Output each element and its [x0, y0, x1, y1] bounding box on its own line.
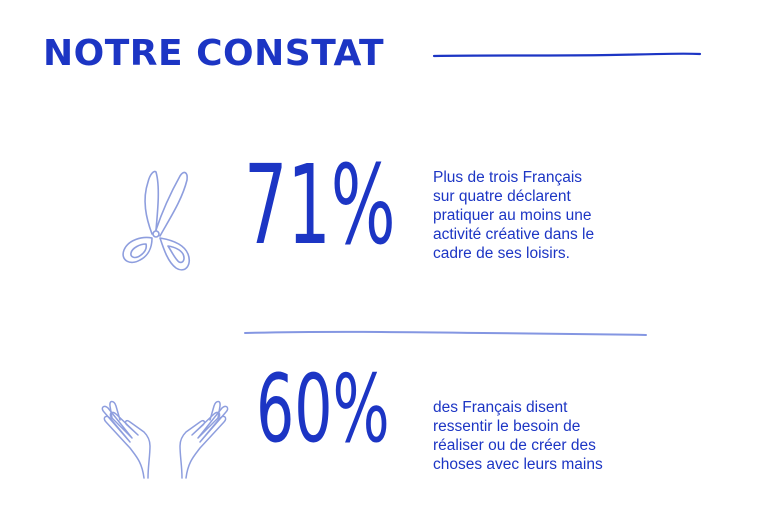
description-line: des Français disent — [433, 399, 568, 416]
stat-description: des Français disent ressentir le besoin … — [433, 398, 603, 474]
section-divider — [244, 330, 647, 336]
stat-value: 60% — [256, 355, 390, 464]
description-line: cadre de ses loisirs. — [433, 245, 570, 262]
hands-icon — [101, 400, 229, 479]
description-line: activité créative dans le — [433, 226, 595, 243]
page-title: NOTRE CONSTAT — [43, 33, 385, 74]
description-line: Plus de trois Français — [433, 169, 583, 186]
description-line: pratiquer au moins une — [433, 207, 592, 224]
scissors-icon — [122, 170, 191, 271]
description-line: sur quatre déclarent — [433, 188, 571, 205]
stat-description: Plus de trois Français sur quatre déclar… — [433, 168, 594, 263]
title-underline — [432, 52, 702, 58]
stat-value: 71% — [244, 141, 396, 269]
description-line: choses avec leurs mains — [433, 456, 603, 473]
description-line: réaliser ou de créer des — [433, 437, 596, 454]
description-line: ressentir le besoin de — [433, 418, 581, 435]
